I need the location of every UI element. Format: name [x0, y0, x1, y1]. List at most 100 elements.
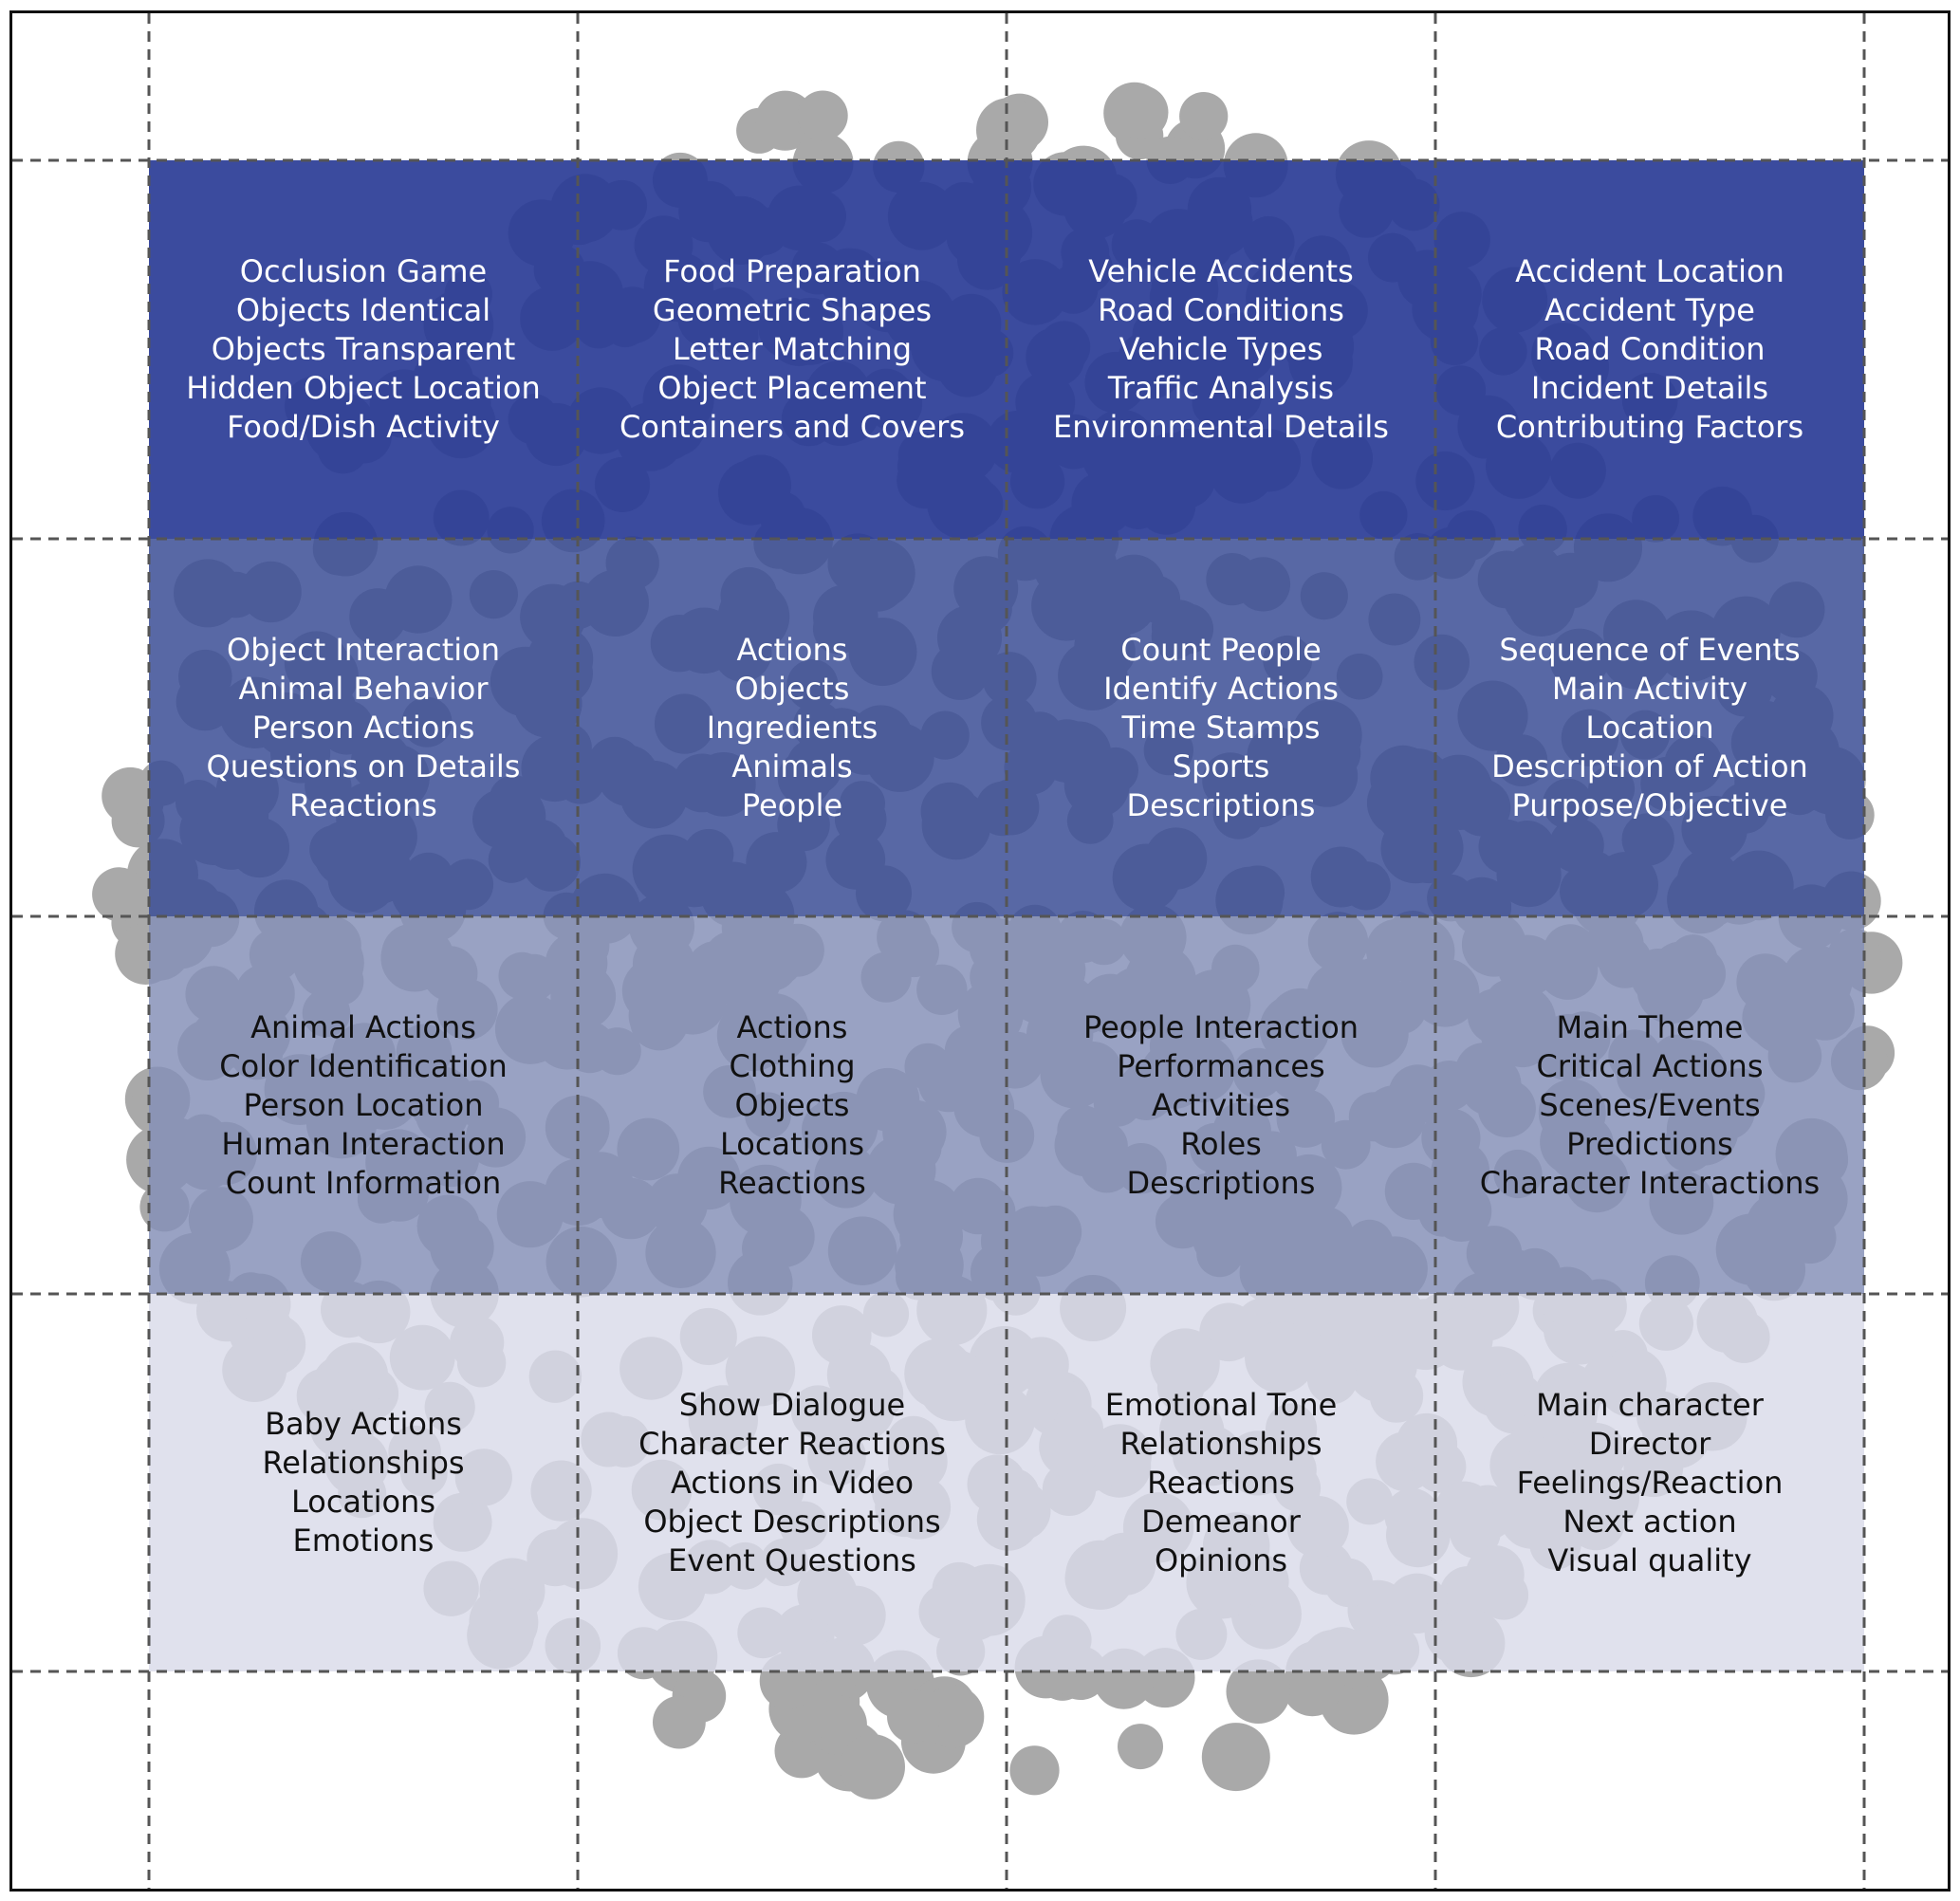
cell-r4-c2: Show Dialogue Character Reactions Action… — [578, 1294, 1007, 1671]
cell-r4-c1: Baby Actions Relationships Locations Emo… — [149, 1294, 578, 1671]
cell-item: Next action — [1562, 1503, 1737, 1540]
cell-item: Descriptions — [1126, 786, 1316, 823]
cell-item: Location — [1585, 709, 1714, 746]
cell-item: Locations — [290, 1484, 435, 1520]
cell-item: Relationships — [262, 1445, 465, 1481]
cell-item: Contributing Factors — [1495, 409, 1804, 445]
cell-item: Animal Behavior — [238, 670, 489, 707]
cell-item: Performances — [1117, 1047, 1325, 1084]
blob-dot — [887, 1689, 941, 1744]
cell-item: Objects Identical — [235, 292, 491, 328]
cell-item: Reactions — [718, 1164, 866, 1201]
blob-dot — [1118, 1724, 1163, 1770]
cell-item: Sequence of Events — [1499, 631, 1801, 668]
cell-item: Object Descriptions — [643, 1503, 941, 1540]
cell-item: Roles — [1180, 1125, 1262, 1162]
cell-item: Relationships — [1119, 1425, 1322, 1462]
cell-item: Animals — [731, 747, 853, 784]
cell-item: Main character — [1536, 1386, 1764, 1423]
diagram-canvas — [12, 13, 1948, 1889]
cell-item: Geometric Shapes — [652, 292, 933, 328]
cell-r2-c4: Sequence of Events Main Activity Locatio… — [1435, 539, 1864, 916]
cell-item: Ingredients — [706, 709, 878, 746]
cell-item: Show Dialogue — [678, 1386, 906, 1423]
cell-item: Objects Transparent — [211, 331, 516, 367]
cell-r3-c4: Main Theme Critical Actions Scenes/Event… — [1435, 916, 1864, 1294]
cell-r2-c1: Object Interaction Animal Behavior Perso… — [149, 539, 578, 916]
cell-item: Event Questions — [668, 1541, 916, 1578]
cell-item: Count People — [1120, 631, 1322, 668]
cell-item: Object Interaction — [227, 631, 500, 668]
cell-item: Road Condition — [1534, 331, 1766, 367]
cell-item: Opinions — [1154, 1541, 1288, 1578]
cell-r3-c2: Actions Clothing Objects Locations React… — [578, 916, 1007, 1294]
cell-item: Containers and Covers — [619, 409, 965, 445]
blob-dot — [1009, 1745, 1060, 1796]
cell-item: Vehicle Accidents — [1088, 253, 1354, 289]
blob-dot — [921, 1685, 985, 1748]
cell-item: Actions — [736, 631, 848, 668]
cell-r4-c4: Main character Director Feelings/Reactio… — [1435, 1294, 1864, 1671]
cell-item: Visual quality — [1547, 1541, 1752, 1578]
cell-item: Director — [1588, 1425, 1711, 1462]
blob-dot — [1226, 1659, 1291, 1724]
cell-item: Demeanor — [1141, 1503, 1301, 1540]
blob-dot — [840, 1734, 905, 1799]
cell-item: Critical Actions — [1536, 1047, 1764, 1084]
cell-item: Count Information — [225, 1164, 502, 1201]
cell-r1-c1: Occlusion Game Objects Identical Objects… — [149, 160, 578, 539]
cell-item: Main Activity — [1551, 670, 1748, 707]
cell-item: Actions — [736, 1008, 848, 1045]
cell-item: Character Reactions — [638, 1425, 946, 1462]
cell-item: Letter Matching — [672, 331, 913, 367]
cell-item: Reactions — [289, 786, 437, 823]
cell-item: Character Interactions — [1479, 1164, 1821, 1201]
row-band-1 — [149, 160, 1864, 539]
cell-r3-c3: People Interaction Performances Activiti… — [1007, 916, 1435, 1294]
blob-dot — [653, 1695, 706, 1749]
cell-item: Hidden Object Location — [186, 370, 541, 406]
cell-item: Emotional Tone — [1104, 1386, 1338, 1423]
cell-item: Reactions — [1147, 1464, 1295, 1501]
cell-item: Time Stamps — [1121, 709, 1321, 746]
blob-dot — [102, 766, 159, 825]
cell-item: Occlusion Game — [239, 253, 488, 289]
cell-r3-c1: Animal Actions Color Identification Pers… — [149, 916, 578, 1294]
cell-item: Person Actions — [251, 709, 475, 746]
cell-r2-c2: Actions Objects Ingredients Animals Peop… — [578, 539, 1007, 916]
cell-item: Color Identification — [219, 1047, 508, 1084]
cell-item: Accident Location — [1515, 253, 1784, 289]
cell-item: Questions on Details — [206, 747, 521, 784]
cell-item: Human Interaction — [221, 1125, 506, 1162]
cell-item: Food Preparation — [663, 253, 921, 289]
cell-r4-c3: Emotional Tone Relationships Reactions D… — [1007, 1294, 1435, 1671]
cell-item: Objects — [734, 1086, 850, 1123]
cell-r1-c3: Vehicle Accidents Road Conditions Vehicl… — [1007, 160, 1435, 539]
cell-item: Activities — [1152, 1086, 1290, 1123]
dashed-grid — [12, 13, 1948, 1889]
cell-item: Road Conditions — [1098, 292, 1344, 328]
diagram-frame: Occlusion Game Objects Identical Objects… — [9, 10, 1951, 1892]
cell-r1-c2: Food Preparation Geometric Shapes Letter… — [578, 160, 1007, 539]
row-band-2 — [149, 539, 1864, 916]
cell-item: Clothing — [729, 1047, 856, 1084]
cell-item: Object Placement — [657, 370, 927, 406]
blob-dot — [92, 867, 147, 922]
blob-dot — [1201, 1723, 1270, 1792]
cell-item: Sports — [1172, 747, 1270, 784]
cell-item: Vehicle Types — [1119, 331, 1323, 367]
cell-item: Person Location — [243, 1086, 484, 1123]
cell-r2-c3: Count People Identify Actions Time Stamp… — [1007, 539, 1435, 916]
cell-item: Purpose/Objective — [1511, 786, 1788, 823]
cell-item: Feelings/Reaction — [1516, 1464, 1784, 1501]
cell-item: Environmental Details — [1053, 409, 1389, 445]
cell-item: Incident Details — [1530, 370, 1769, 406]
cell-item: Accident Type — [1544, 292, 1755, 328]
blob-dot — [976, 98, 1042, 163]
cell-item: Objects — [734, 670, 850, 707]
cell-item: Baby Actions — [265, 1406, 462, 1442]
cell-item: Locations — [719, 1125, 864, 1162]
blob-dot — [797, 90, 848, 141]
cell-item: Identify Actions — [1103, 670, 1339, 707]
cell-item: Scenes/Events — [1539, 1086, 1761, 1123]
